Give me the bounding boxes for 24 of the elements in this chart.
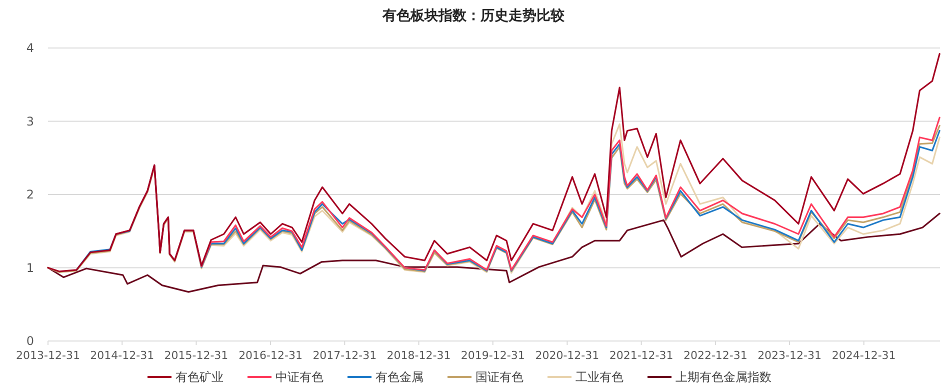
- x-tick-label: 2017-12-31: [312, 349, 377, 362]
- legend-label: 上期有色金属指数: [676, 370, 772, 384]
- x-tick-label: 2022-12-31: [683, 349, 748, 362]
- y-tick-label: 4: [26, 41, 34, 55]
- legend-label: 有色矿业: [176, 370, 224, 384]
- x-tick-label: 2023-12-31: [758, 349, 822, 362]
- y-tick-label: 0: [26, 334, 34, 348]
- legend-label: 有色金属: [376, 370, 424, 384]
- legend-label: 国证有色: [476, 370, 524, 384]
- y-tick-label: 3: [26, 114, 34, 128]
- x-tick-label: 2014-12-31: [90, 349, 154, 362]
- legend-label: 中证有色: [276, 370, 324, 384]
- x-tick-label: 2021-12-31: [609, 349, 674, 362]
- x-tick-label: 2020-12-31: [535, 349, 600, 362]
- legend-label: 工业有色: [576, 370, 624, 384]
- x-tick-label: 2015-12-31: [164, 349, 228, 362]
- x-tick-label: 2024-12-31: [832, 349, 896, 362]
- x-tick-label: 2019-12-31: [460, 349, 525, 362]
- x-tick-label: 2013-12-31: [16, 349, 80, 362]
- y-tick-label: 2: [26, 188, 34, 202]
- y-tick-label: 1: [26, 260, 34, 275]
- chart-title: 有色板块指数：历史走势比较: [382, 8, 566, 24]
- x-tick-label: 2018-12-31: [386, 349, 451, 362]
- x-tick-label: 2016-12-31: [238, 349, 303, 362]
